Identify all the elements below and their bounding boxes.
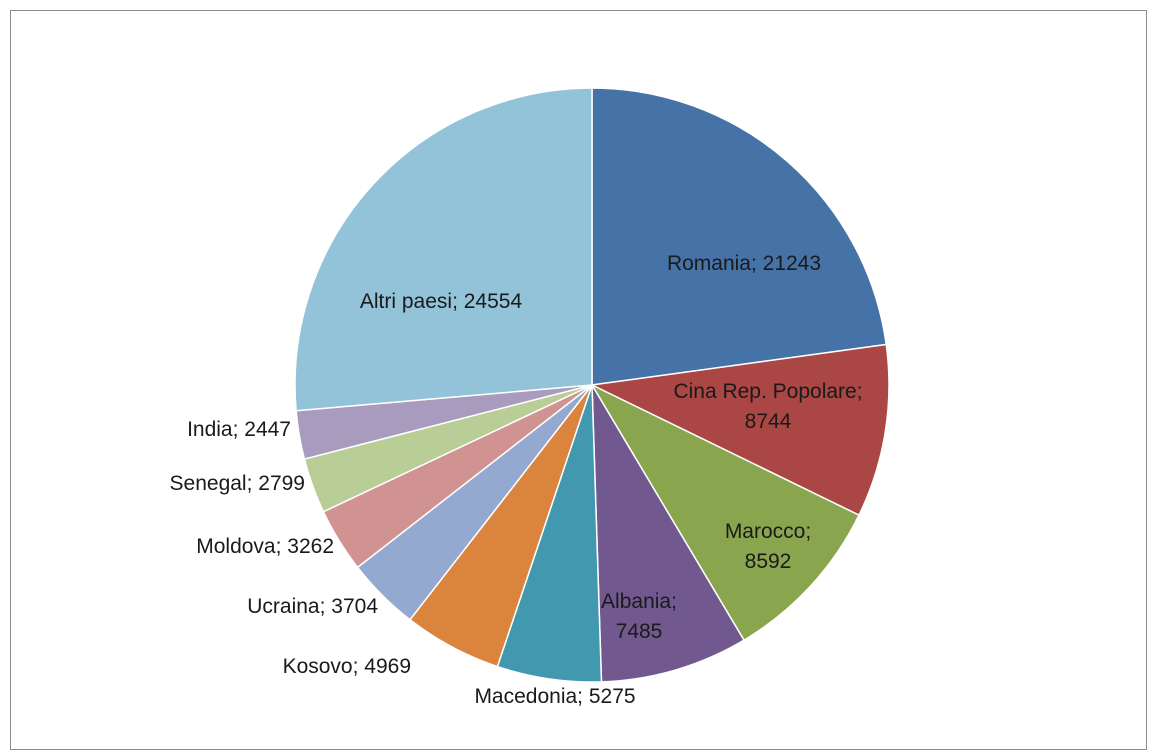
slice-label-line: Moldova; 3262 xyxy=(196,535,334,558)
slice-label-ucraina: Ucraina; 3704 xyxy=(247,595,378,618)
slice-label-line: Cina Rep. Popolare; xyxy=(673,380,862,403)
slice-label-india: India; 2447 xyxy=(187,418,291,441)
slice-label-line: Macedonia; 5275 xyxy=(474,685,635,708)
slice-label-line: Altri paesi; 24554 xyxy=(360,290,523,313)
slice-label-line: Marocco; xyxy=(725,520,811,543)
slice-label-senegal: Senegal; 2799 xyxy=(170,472,305,495)
slice-label-line: 7485 xyxy=(616,620,663,643)
slice-label-line: Senegal; 2799 xyxy=(170,472,305,495)
pie-slice-altri-paesi xyxy=(294,87,593,412)
pie-slice-cina-rep-popolare xyxy=(589,343,890,517)
slice-label-cina-rep-popolare: Cina Rep. Popolare; 8744 xyxy=(673,380,862,433)
pie-slice-romania xyxy=(591,87,888,386)
slice-label-marocco: Marocco; 8592 xyxy=(725,520,811,573)
slice-label-moldova: Moldova; 3262 xyxy=(196,535,334,558)
pie-slice-albania xyxy=(591,384,746,683)
pie-slice-marocco xyxy=(590,383,860,642)
slice-label-altri-paesi: Altri paesi; 24554 xyxy=(360,290,523,313)
pie-labels: Romania; 21243 Cina Rep. Popolare; 8744 Mar… xyxy=(170,252,863,708)
slice-label-line: Romania; 21243 xyxy=(667,252,821,275)
pie-slices xyxy=(294,87,890,683)
slice-label-line: 8592 xyxy=(745,550,792,573)
slice-label-line: Albania; xyxy=(601,590,677,613)
slice-label-romania: Romania; 21243 xyxy=(667,252,821,275)
slice-label-line: Ucraina; 3704 xyxy=(247,595,378,618)
slice-label-albania: Albania; 7485 xyxy=(601,590,677,643)
slice-label-line: 8744 xyxy=(745,410,792,433)
slice-label-macedonia: Macedonia; 5275 xyxy=(474,685,635,708)
slice-label-kosovo: Kosovo; 4969 xyxy=(283,655,411,678)
slice-label-line: India; 2447 xyxy=(187,418,291,441)
slice-label-line: Kosovo; 4969 xyxy=(283,655,411,678)
